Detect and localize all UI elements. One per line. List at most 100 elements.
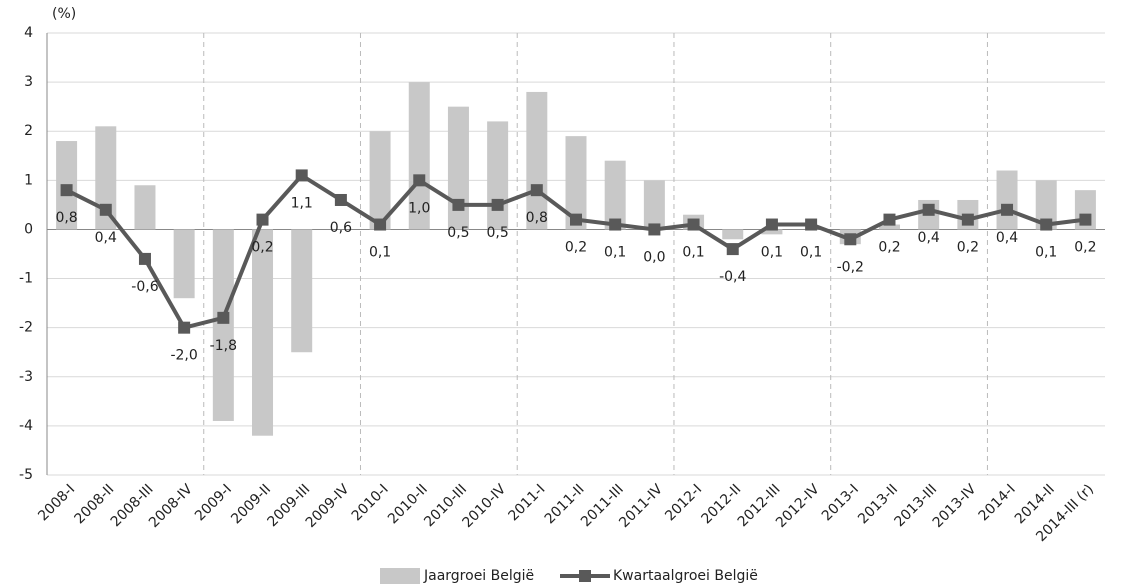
x-tick-label: 2014-I bbox=[976, 481, 1019, 524]
x-tick-label: 2008-IV bbox=[146, 481, 196, 531]
y-tick-label: -5 bbox=[19, 467, 33, 483]
point bbox=[374, 218, 387, 231]
point bbox=[648, 223, 661, 236]
point bbox=[765, 218, 778, 231]
point bbox=[99, 203, 112, 216]
point bbox=[922, 203, 935, 216]
bar bbox=[447, 106, 469, 230]
bar bbox=[643, 180, 665, 230]
point bbox=[609, 218, 622, 231]
point bbox=[530, 184, 543, 197]
x-tick-label: 2010-I bbox=[349, 481, 392, 524]
data-label: 0,1 bbox=[800, 245, 822, 261]
point bbox=[961, 213, 974, 226]
data-label: 1,1 bbox=[291, 195, 313, 211]
point bbox=[334, 193, 347, 206]
bar bbox=[173, 229, 195, 299]
data-label: -0,4 bbox=[719, 269, 746, 285]
legend-swatch bbox=[380, 568, 420, 584]
bar bbox=[722, 229, 744, 240]
point bbox=[491, 198, 504, 211]
data-label: 0,1 bbox=[369, 245, 391, 261]
data-label: 0,8 bbox=[526, 210, 548, 226]
data-label: 0,1 bbox=[1035, 245, 1057, 261]
point bbox=[60, 184, 73, 197]
y-tick-label: -2 bbox=[19, 320, 33, 336]
y-tick-label: 2 bbox=[24, 123, 33, 139]
x-tick-label: 2013-I bbox=[819, 481, 862, 524]
data-label: 0,4 bbox=[918, 230, 940, 246]
point bbox=[844, 233, 857, 246]
data-label: 0,2 bbox=[565, 240, 587, 256]
bar bbox=[996, 170, 1018, 230]
data-label: 0,2 bbox=[957, 240, 979, 256]
data-label: -0,6 bbox=[131, 279, 158, 295]
bar bbox=[291, 229, 313, 353]
point bbox=[1079, 213, 1092, 226]
bar bbox=[526, 91, 548, 230]
legend-label: Jaargroei België bbox=[423, 568, 534, 584]
bar bbox=[565, 136, 587, 230]
data-label: 0,1 bbox=[761, 245, 783, 261]
bar bbox=[95, 126, 117, 230]
x-tick-label: 2011-IV bbox=[616, 481, 666, 531]
point bbox=[256, 213, 269, 226]
data-label: 1,0 bbox=[408, 200, 430, 216]
bar bbox=[212, 229, 234, 421]
bar bbox=[761, 229, 783, 235]
point bbox=[1040, 218, 1053, 231]
x-tick-label: 2012-I bbox=[662, 481, 705, 524]
bar bbox=[487, 121, 509, 230]
point bbox=[883, 213, 896, 226]
data-label: 0,6 bbox=[330, 220, 352, 236]
point bbox=[570, 213, 582, 226]
data-label: 0,4 bbox=[996, 230, 1018, 246]
point bbox=[452, 198, 465, 211]
point bbox=[138, 252, 151, 265]
bar bbox=[369, 131, 391, 230]
data-label: 0,0 bbox=[643, 249, 665, 265]
data-label: 0,5 bbox=[447, 225, 469, 241]
data-label: 0,1 bbox=[604, 245, 626, 261]
point bbox=[217, 311, 230, 324]
y-tick-label: -1 bbox=[19, 271, 33, 287]
x-tick-label: 2013-IV bbox=[930, 481, 980, 531]
data-label: 0,2 bbox=[251, 240, 273, 256]
y-tick-label: 0 bbox=[24, 221, 33, 237]
y-tick-label: 3 bbox=[24, 74, 33, 90]
x-tick-label: 2009-I bbox=[192, 481, 235, 524]
y-tick-label: 4 bbox=[24, 25, 33, 41]
x-tick-label: 2012-IV bbox=[773, 481, 823, 531]
bar bbox=[134, 185, 156, 230]
x-tick-label: 2011-I bbox=[505, 481, 548, 524]
data-label: 0,2 bbox=[878, 240, 900, 256]
x-tick-label: 2010-IV bbox=[460, 481, 510, 531]
point bbox=[1001, 203, 1014, 216]
bar bbox=[1035, 180, 1057, 230]
point bbox=[805, 218, 818, 231]
data-label: -2,0 bbox=[170, 348, 197, 364]
bar bbox=[408, 82, 430, 230]
data-label: 0,4 bbox=[95, 230, 117, 246]
point bbox=[295, 169, 308, 182]
y-tick-label: -4 bbox=[19, 418, 33, 434]
point bbox=[178, 321, 191, 334]
x-tick-label: 2008-I bbox=[35, 481, 78, 524]
legend-swatch bbox=[579, 570, 591, 582]
data-label: 0,2 bbox=[1074, 240, 1096, 256]
point bbox=[413, 174, 426, 187]
data-label: 0,5 bbox=[486, 225, 508, 241]
y-unit-label: (%) bbox=[52, 6, 76, 22]
bar bbox=[252, 229, 274, 436]
y-tick-label: -3 bbox=[19, 369, 33, 385]
point bbox=[687, 218, 700, 231]
data-label: -0,2 bbox=[837, 259, 864, 275]
data-label: -1,8 bbox=[210, 338, 237, 354]
legend-label: Kwartaalgroei België bbox=[613, 568, 758, 584]
y-tick-label: 1 bbox=[24, 172, 33, 188]
x-tick-label: 2009-IV bbox=[303, 481, 353, 531]
data-label: 0,1 bbox=[682, 245, 704, 261]
data-label: 0,8 bbox=[55, 210, 77, 226]
point bbox=[726, 243, 739, 256]
